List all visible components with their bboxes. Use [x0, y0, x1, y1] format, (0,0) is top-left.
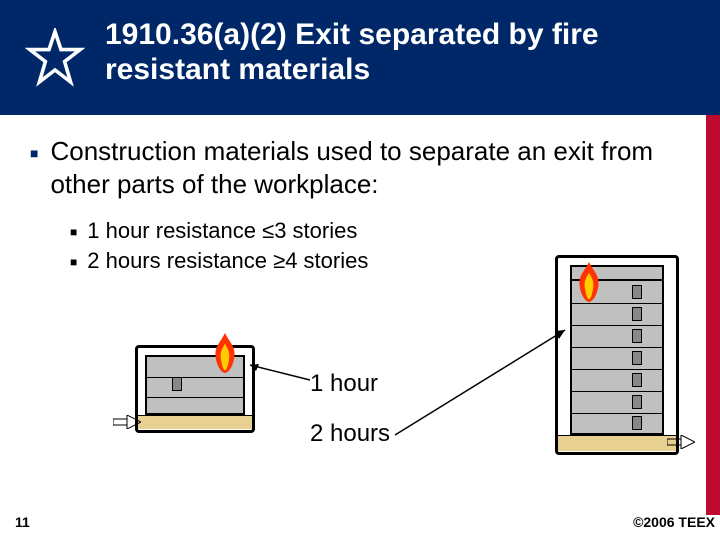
fire-icon — [575, 262, 603, 302]
page-number: 11 — [15, 514, 30, 530]
slide-content: ■ Construction materials used to separat… — [0, 115, 720, 274]
arrow-2hours — [390, 325, 570, 440]
star-icon — [25, 28, 85, 88]
tall-ground — [558, 435, 676, 451]
main-bullet: ■ Construction materials used to separat… — [30, 135, 680, 200]
fire-icon — [210, 333, 240, 373]
exit-arrow-icon — [667, 435, 695, 449]
arrow-1hour — [245, 360, 310, 385]
label-1hour: 1 hour — [310, 370, 378, 398]
main-bullet-text: Construction materials used to separate … — [50, 135, 680, 200]
slide-title: 1910.36(a)(2) Exit separated by fire res… — [105, 18, 720, 87]
label-2hours: 2 hours — [310, 420, 390, 448]
slide-header: 1910.36(a)(2) Exit separated by fire res… — [0, 0, 720, 115]
sub-bullet-text: 1 hour resistance ≤3 stories — [87, 218, 357, 244]
exit-arrow-icon — [113, 415, 141, 429]
bullet-square-icon: ■ — [70, 225, 77, 244]
sub-bullet: ■ 1 hour resistance ≤3 stories — [70, 218, 680, 244]
bullet-square-icon: ■ — [30, 145, 38, 200]
copyright: ©2006 TEEX — [633, 514, 715, 530]
red-stripe — [706, 115, 720, 515]
diagram: 1 hour 2 hours — [55, 265, 695, 485]
small-ground — [138, 415, 252, 429]
